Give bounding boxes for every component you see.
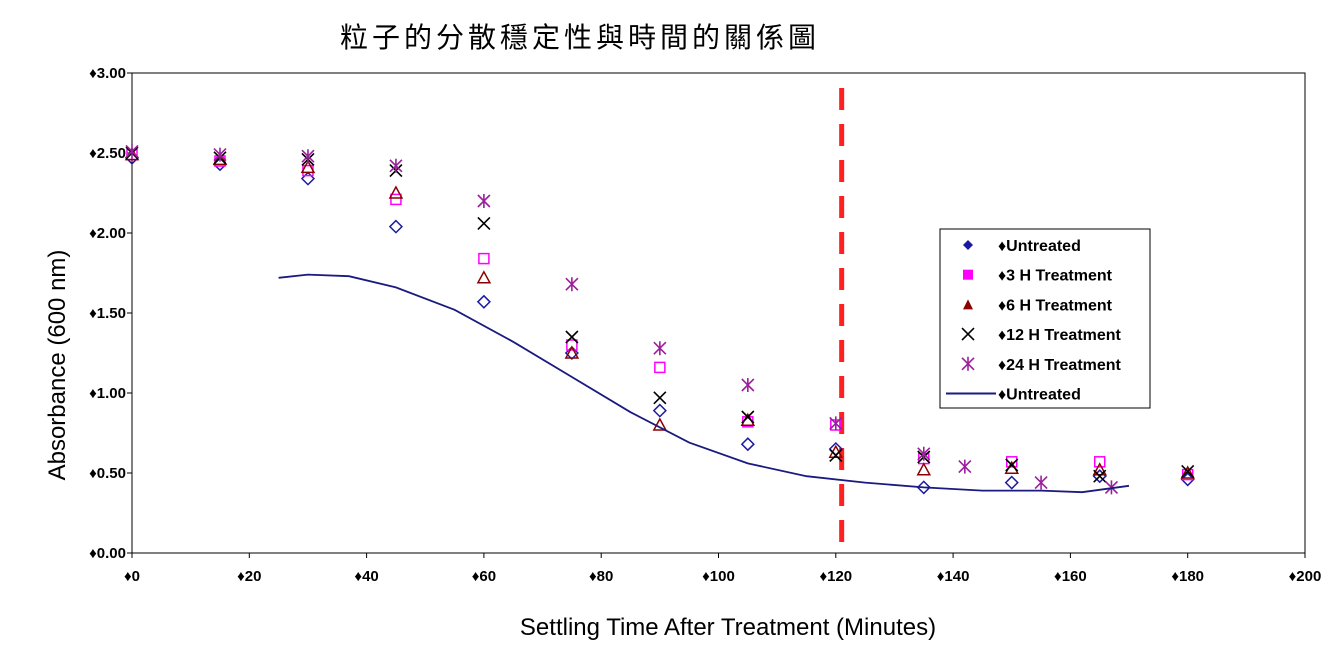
data-point [388,219,403,234]
y-axis: ♦0.00 ♦0.50 ♦1.00 ♦1.50 ♦2.00 ♦2.50 ♦3.00 [89,65,132,562]
data-point [565,277,579,292]
data-point [829,448,843,462]
x-axis-label: Settling Time After Treatment (Minutes) [520,614,936,641]
data-point [1181,464,1195,478]
data-point [477,216,491,230]
x-tick-label: ♦60 [472,568,496,585]
legend-label: ♦6 H Treatment [998,297,1113,314]
data-point [300,171,316,186]
data-point [477,194,491,208]
data-point [390,193,402,206]
data-point [566,339,578,351]
legend-marker [963,240,973,250]
legend-marker [961,327,975,341]
data-point [652,417,668,431]
data-point [564,345,579,361]
data-point [388,185,404,199]
data-point [1092,462,1107,476]
y-tick-label: ♦2.50 [89,145,126,162]
data-point [741,378,755,392]
x-tick-label: ♦80 [589,568,613,585]
data-point [741,410,755,424]
legend-box [939,228,1151,409]
data-point [1181,468,1194,481]
data-point [652,403,667,418]
legend-label: ♦3 H Treatment [998,268,1113,285]
data-point [478,252,490,265]
data-point [300,159,316,174]
data-point [389,158,403,173]
y-axis-label: Absorbance (600 nm) [44,250,71,481]
series-4-24-h-treatment [125,144,1119,495]
data-point [740,412,756,426]
y-tick-label: ♦1.00 [89,385,126,402]
y-tick-label: ♦0.50 [89,465,126,482]
x-tick-label: ♦140 [937,568,970,585]
x-tick-label: ♦160 [1054,568,1087,585]
data-point [654,361,666,374]
legend-marker [963,299,973,310]
series-line [278,273,1130,494]
data-point [476,270,492,284]
legend-label: ♦Untreated [998,238,1081,255]
data-point [301,149,315,164]
data-point [740,437,755,452]
data-point [916,480,931,495]
data-point [917,446,931,461]
y-tick-label: ♦2.00 [89,225,126,242]
x-tick-label: ♦120 [819,568,852,585]
data-point [958,459,972,474]
legend-label: ♦12 H Treatment [998,327,1122,344]
x-axis: ♦0 ♦20 ♦40 ♦60 ♦80 ♦100 ♦120 ♦140 ♦160 ♦180 ♦200 [124,553,1321,585]
x-tick-label: ♦40 [354,568,378,585]
legend-label: ♦Untreated [998,387,1081,404]
data-point [1004,475,1019,490]
data-point [565,330,579,344]
y-tick-label: ♦1.50 [89,305,126,322]
y-tick-label: ♦0.00 [89,545,126,562]
data-point [1004,460,1020,474]
data-point [1093,456,1106,468]
x-tick-label: ♦0 [124,568,140,585]
plot-layer [124,88,1195,548]
x-tick-label: ♦180 [1171,568,1204,585]
series-5-untreated [278,273,1130,494]
data-point [212,151,228,166]
data-point [125,144,139,159]
legend: ♦Untreated ♦3 H Treatment ♦6 H Treatment ♦1… [939,228,1151,409]
data-point [1093,469,1107,483]
x-tick-label: ♦100 [702,568,735,585]
legend-marker [963,269,973,280]
data-point [1180,465,1195,479]
x-tick-label: ♦20 [237,568,261,585]
data-point [1005,458,1019,472]
data-point [1006,456,1018,468]
data-point [829,416,843,431]
x-tick-label: ♦200 [1289,568,1322,585]
series-3-12-h-treatment [125,146,1195,483]
chart-title: 粒子的分散穩定性與時間的關係圖 [340,21,820,54]
legend-marker [961,356,975,371]
data-point [653,391,667,405]
y-tick-label: ♦3.00 [89,65,126,82]
legend-label: ♦24 H Treatment [998,357,1122,374]
data-point [564,345,580,359]
data-point [476,294,491,309]
data-point [1034,475,1048,490]
data-point [653,341,667,356]
data-point [916,462,932,476]
data-point [213,147,227,162]
